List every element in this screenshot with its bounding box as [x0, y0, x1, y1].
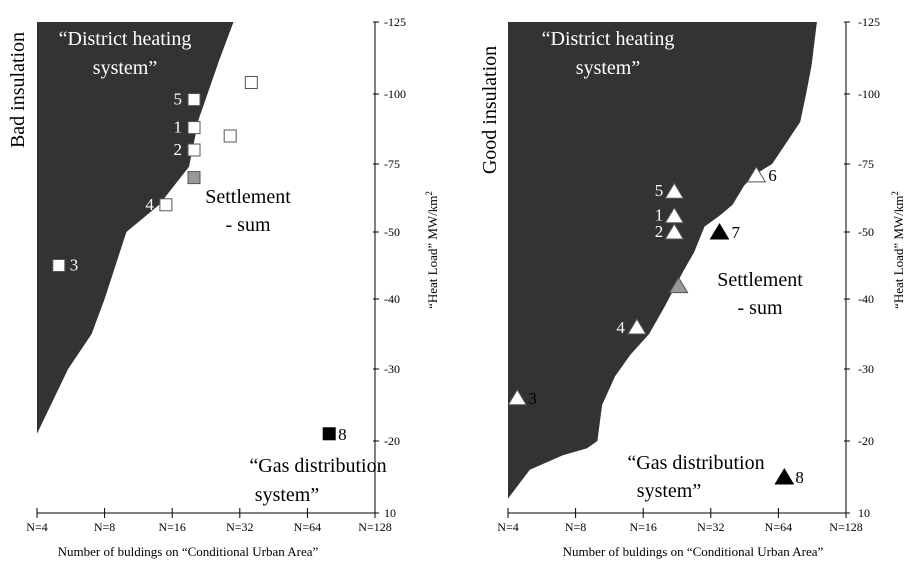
settlement-sum-label: Settlement: [205, 186, 291, 208]
data-point-label: 1: [655, 206, 664, 225]
data-point-7: [709, 223, 730, 240]
data-point-5: [187, 93, 201, 107]
district-heating-label: system”: [576, 57, 640, 79]
data-point-label: 6: [261, 72, 270, 91]
data-point-label: 6: [768, 166, 777, 185]
y-axis-title-text: “Heat Load” MW/km: [891, 196, 906, 309]
x-tick-label: N=32: [697, 520, 724, 534]
data-point-label: 4: [145, 195, 154, 214]
y-tick-label: -40: [384, 292, 400, 306]
x-tick-label: N=8: [565, 520, 586, 534]
data-point-label: 8: [795, 468, 804, 487]
y-tick-label: -20: [858, 434, 874, 448]
data-point-6: [244, 76, 258, 89]
settlement-sum-label: - sum: [738, 297, 783, 319]
x-tick-label: N=64: [294, 520, 321, 534]
district-heating-region: [508, 22, 817, 499]
y-tick-label: 10: [384, 506, 396, 520]
data-point-3: [507, 388, 528, 406]
data-point-3: [52, 259, 66, 272]
gas-distribution-label: system”: [637, 480, 701, 502]
x-tick-label: N=16: [629, 520, 656, 534]
x-tick-label: N=128: [829, 520, 862, 534]
panel-side-title: Good insulation: [479, 46, 501, 174]
data-point-4: [159, 198, 173, 212]
data-point-4: [627, 318, 647, 335]
district-heating-label: “District heating: [542, 28, 675, 50]
x-tick-label: N=128: [358, 520, 391, 534]
x-tick-label: N=4: [26, 520, 47, 534]
district-heating-label: system”: [93, 57, 157, 79]
y-tick-label: -125: [384, 15, 406, 29]
data-point-5: [664, 182, 685, 199]
x-axis-title: Number of buldings on “Conditional Urban…: [58, 544, 319, 559]
data-point-label: 2: [173, 140, 182, 159]
data-point-label: 2: [655, 222, 664, 241]
data-point-8: [774, 468, 795, 485]
x-tick-label: N=64: [765, 520, 792, 534]
data-point-1: [187, 121, 201, 135]
y-tick-label: -100: [858, 87, 880, 101]
data-point-label: 4: [616, 318, 625, 337]
chart-bad-insulation: N=4 N=8 N=16 N=32 N=64 N=128 Number of bulding…: [7, 15, 440, 559]
y-tick-label: -30: [384, 362, 400, 376]
data-point-label: 8: [338, 425, 347, 444]
settlement-sum-label: - sum: [226, 214, 271, 236]
data-point-settlement-sum: [187, 171, 201, 185]
data-point-settlement-sum: [668, 276, 689, 294]
data-point-label: 3: [70, 256, 79, 275]
x-tick-label: N=4: [497, 520, 518, 534]
y-axis-title-text: “Heat Load” MW/km: [425, 196, 440, 309]
y-axis-title: “Heat Load” MW/km2: [890, 191, 906, 309]
data-point-1: [664, 206, 685, 224]
y-tick-label: -30: [858, 362, 874, 376]
y-tick-label: -20: [384, 434, 400, 448]
x-tick-label: N=16: [158, 520, 185, 534]
data-point-label: 7: [732, 223, 741, 242]
panel-side-title: Bad insulation: [7, 32, 29, 148]
district-heating-label: “District heating: [59, 28, 192, 50]
y-tick-label: -50: [384, 225, 400, 239]
data-point-label: 5: [173, 90, 182, 109]
data-point-8: [322, 427, 336, 441]
y-tick-label: -125: [858, 15, 880, 29]
y-tick-label: -75: [858, 157, 874, 171]
x-axis-title: Number of buldings on “Conditional Urban…: [563, 544, 824, 559]
gas-distribution-label: “Gas distribution: [627, 452, 764, 474]
data-point-2: [187, 143, 201, 157]
data-point-6: [746, 165, 767, 183]
data-point-label: 3: [528, 389, 537, 408]
chart-good-insulation: N=4 N=8 N=16 N=32 N=64 N=128 Number of bulding…: [479, 15, 906, 559]
y-tick-label: -50: [858, 225, 874, 239]
y-tick-label: -75: [384, 157, 400, 171]
data-point-label: 5: [655, 181, 664, 200]
y-tick-label: -40: [858, 292, 874, 306]
y-axis-title: “Heat Load” MW/km2: [424, 191, 440, 309]
gas-distribution-label: “Gas distribution: [249, 455, 386, 477]
y-tick-label: 10: [858, 506, 870, 520]
y-axis-title-superscript: 2: [424, 191, 434, 196]
y-axis-title-superscript: 2: [890, 191, 900, 196]
data-point-label: 1: [173, 118, 182, 137]
gas-distribution-label: system”: [255, 484, 319, 506]
data-point-label: 7: [240, 126, 249, 145]
data-point-2: [664, 223, 685, 240]
district-heating-region: [37, 22, 234, 434]
x-tick-label: N=32: [226, 520, 253, 534]
x-tick-label: N=8: [94, 520, 115, 534]
settlement-sum-label: Settlement: [717, 269, 803, 291]
data-point-7: [223, 129, 237, 143]
y-tick-label: -100: [384, 87, 406, 101]
